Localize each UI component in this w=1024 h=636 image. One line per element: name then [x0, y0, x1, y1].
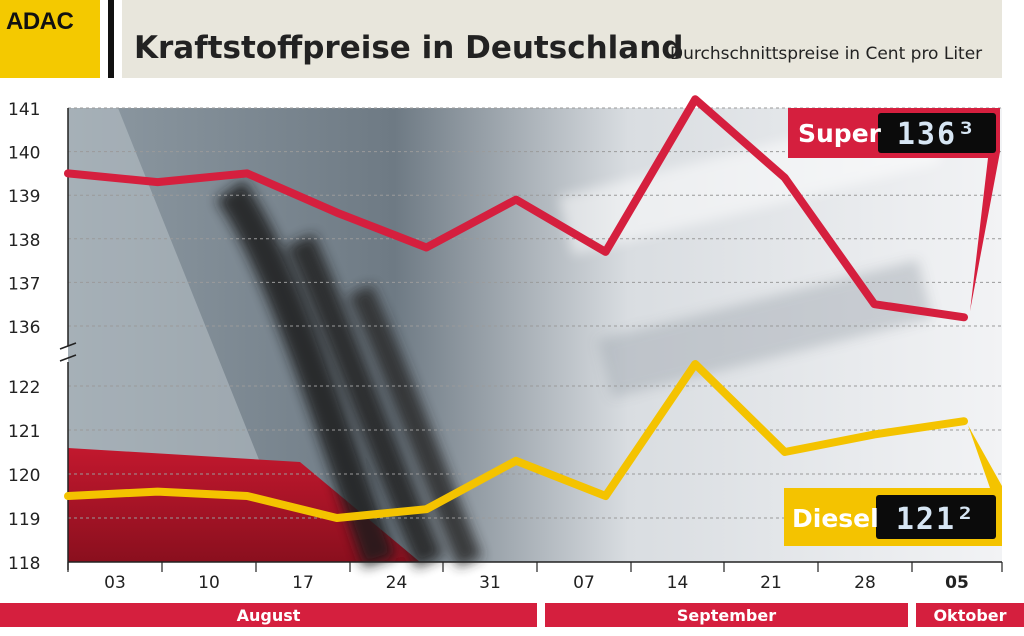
y-tick-label: 138 — [8, 231, 40, 251]
y-tick-label: 121 — [8, 422, 40, 442]
x-tick-label: 17 — [292, 573, 314, 593]
logo-text: ADAC — [6, 8, 74, 35]
adac-logo: ADAC — [0, 0, 100, 78]
fuel-pump-background — [68, 104, 1002, 568]
y-tick-label: 118 — [8, 554, 40, 574]
diesel-value: 121² — [896, 502, 976, 537]
y-tick-label: 139 — [8, 187, 40, 207]
x-tick-label: 21 — [760, 573, 782, 593]
x-tick-label: 10 — [198, 573, 220, 593]
x-tick-label: 07 — [573, 573, 595, 593]
x-tick-label: 03 — [104, 573, 126, 593]
month-label-august: August — [0, 603, 537, 627]
super-label: Super — [798, 119, 882, 148]
month-label-oktober: Oktober — [916, 603, 1024, 627]
chart-subtitle: Durchschnittspreise in Cent pro Liter — [670, 44, 983, 64]
diesel-display — [876, 495, 996, 539]
chart-title: Kraftstoffpreise in Deutschland — [134, 30, 684, 66]
month-label-september: September — [545, 603, 908, 627]
super-value: 136³ — [897, 117, 977, 152]
y-tick-label: 120 — [8, 466, 40, 486]
x-tick-label: 05 — [945, 573, 969, 593]
axis-break-mark — [59, 342, 77, 362]
series-lines — [64, 95, 968, 522]
y-tick-label: 140 — [8, 144, 40, 164]
x-tick-label: 24 — [386, 573, 408, 593]
fuel-price-chart: 136 137 138 139 140 141 118 119 120 121 122 03 10 17 2… — [8, 95, 1003, 593]
y-tick-label: 119 — [8, 510, 40, 530]
x-tick-label: 14 — [667, 573, 689, 593]
y-tick-label: 137 — [8, 274, 40, 294]
y-tick-label: 141 — [8, 100, 40, 120]
value-badges: Super 136³ Diesel 121² — [784, 108, 1002, 546]
diesel-label: Diesel — [792, 504, 879, 533]
y-tick-label: 136 — [8, 318, 40, 338]
super-display — [878, 113, 996, 153]
title-panel: Kraftstoffpreise in Deutschland Durchsch… — [122, 0, 1002, 78]
logo-divider — [108, 0, 114, 78]
x-tick-label: 31 — [479, 573, 501, 593]
y-tick-label: 122 — [8, 378, 40, 398]
axes: 136 137 138 139 140 141 118 119 120 121 122 03 10 17 2… — [8, 100, 1003, 593]
x-tick-label: 28 — [854, 573, 876, 593]
